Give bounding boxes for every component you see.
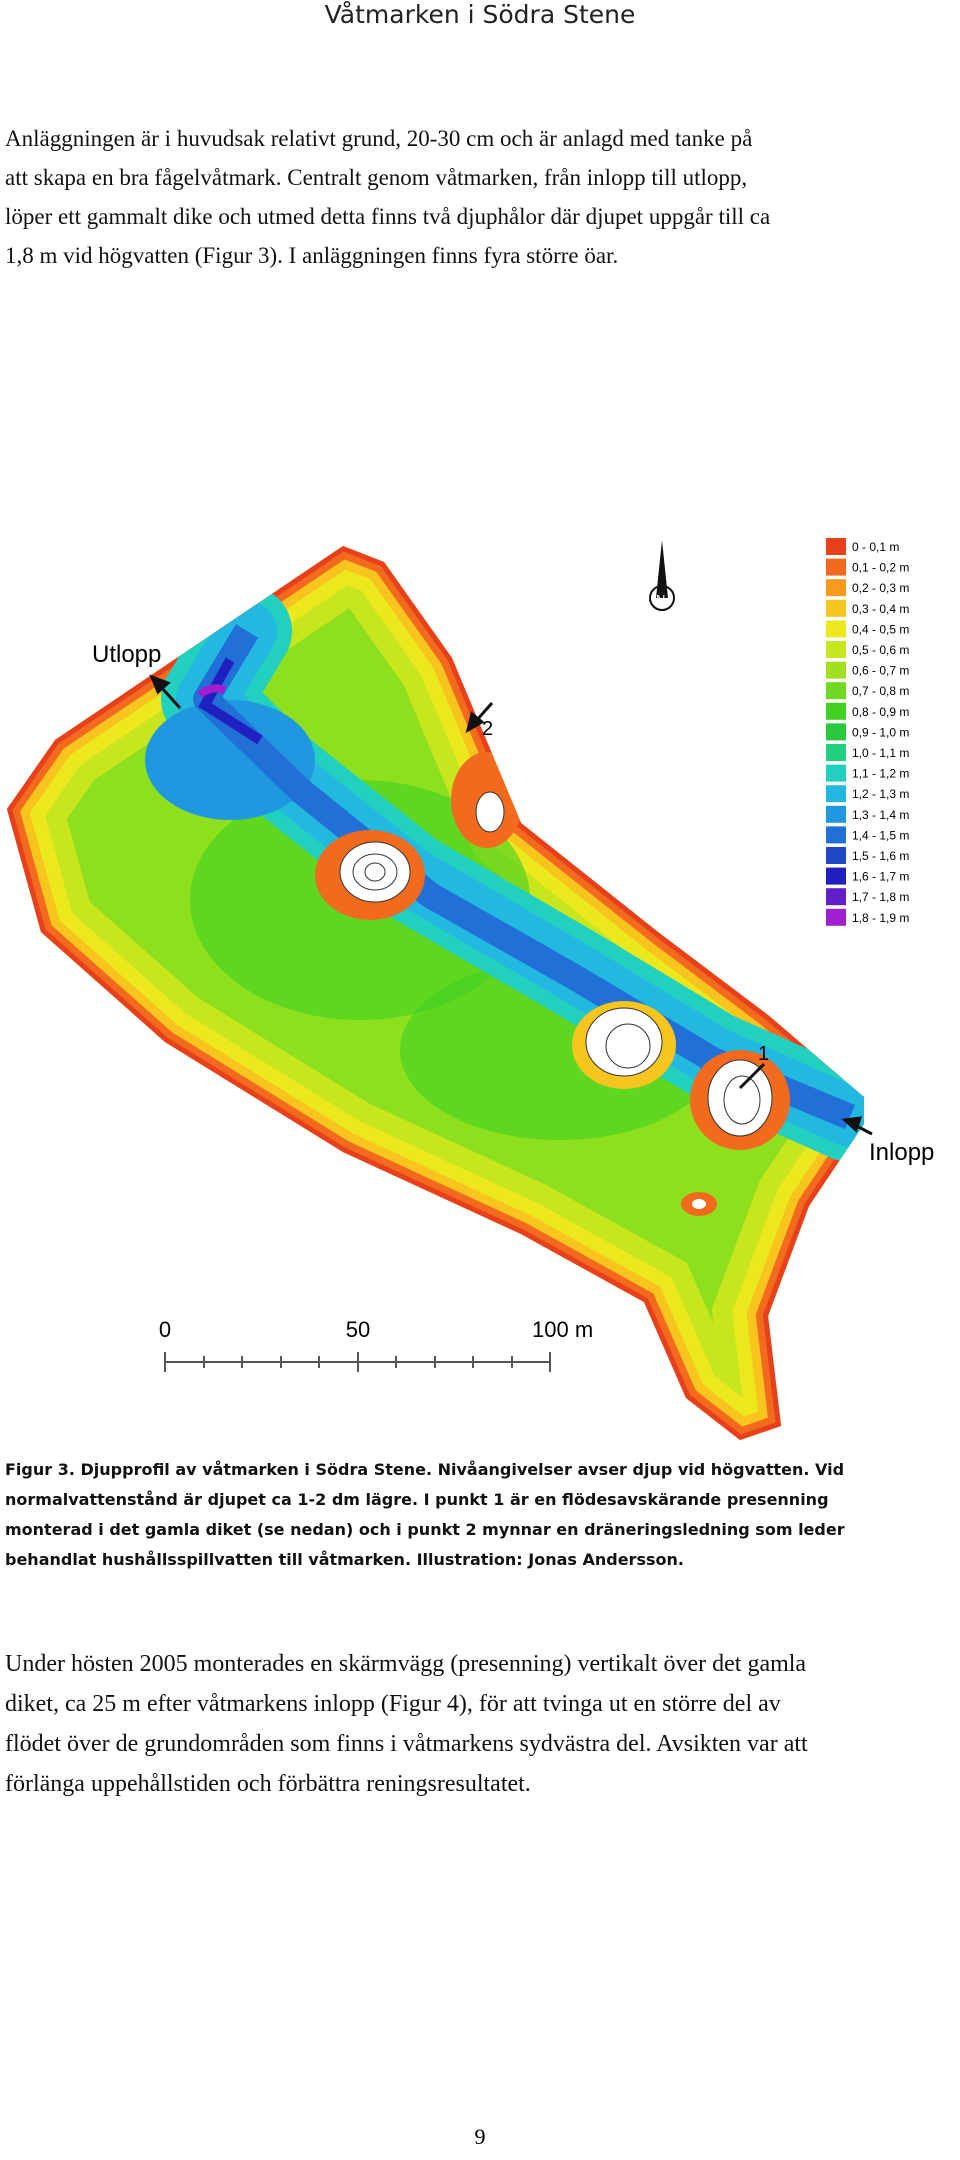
- header-title: Våtmarken i Södra Stene: [324, 0, 636, 29]
- legend-swatch: [826, 908, 846, 926]
- text-line: Under hösten 2005 monterades en skärmväg…: [5, 1651, 807, 1677]
- legend-label: 0,6 - 0,7 m: [852, 664, 909, 678]
- legend-swatch: [826, 641, 846, 658]
- text-line: 1,8 m vid högvatten (Figur 3). I anläggn…: [5, 243, 619, 268]
- legend-swatch: [826, 764, 846, 782]
- legend-label: 1,8 - 1,9 m: [852, 911, 909, 925]
- scale-label: 50: [346, 1317, 370, 1342]
- legend-swatch: [826, 538, 846, 555]
- legend-swatch: [826, 744, 846, 761]
- text-line: Figur 3. Djupprofil av våtmarken i Södra…: [5, 1460, 845, 1479]
- legend-swatch: [826, 661, 846, 679]
- legend-swatch: [826, 579, 846, 597]
- legend-swatch: [826, 785, 846, 803]
- text-line: monterad i det gamla diket (se nedan) oc…: [5, 1520, 845, 1539]
- legend-label: 0,3 - 0,4 m: [852, 602, 909, 616]
- legend-swatch: [826, 558, 846, 576]
- legend-label: 1,0 - 1,1 m: [852, 746, 909, 760]
- legend-label: 0,9 - 1,0 m: [852, 725, 909, 739]
- north-arrow: [649, 540, 675, 611]
- legend-label: 0 - 0,1 m: [852, 540, 899, 554]
- depth-map: Utlopp Inlopp 2 1 N 0 50 100 m 0 - 0,1 m…: [7, 538, 934, 1440]
- text-line: förlänga uppehållstiden och förbättra re…: [5, 1771, 531, 1797]
- legend-swatch: [826, 805, 846, 823]
- legend-label: 1,6 - 1,7 m: [852, 870, 909, 884]
- point-label: 1: [758, 1043, 769, 1065]
- text-line: flödet över de grundområden som finns i …: [5, 1731, 808, 1757]
- scale-label: 100 m: [532, 1317, 593, 1342]
- scale-label: 0: [159, 1317, 171, 1342]
- text-line: att skapa en bra fågelvåtmark. Centralt …: [5, 165, 748, 190]
- legend-swatch: [826, 702, 846, 720]
- text-line: diket, ca 25 m efter våtmarkens inlopp (…: [5, 1691, 781, 1717]
- legend-swatch: [826, 723, 846, 741]
- legend-label: 1,5 - 1,6 m: [852, 849, 909, 863]
- text-line: behandlat hushållsspillvatten till våtma…: [5, 1550, 684, 1569]
- legend-swatch: [826, 867, 846, 885]
- map-arrows: [149, 674, 873, 1136]
- legend-swatch: [826, 847, 846, 864]
- legend-swatch: [826, 888, 846, 906]
- legend-swatch: [826, 682, 846, 700]
- legend-swatch: [826, 620, 846, 638]
- outlet-label: Utlopp: [92, 641, 161, 668]
- legend-label: 0,1 - 0,2 m: [852, 561, 909, 575]
- text-line: Anläggningen är i huvudsak relativt grun…: [5, 126, 753, 151]
- legend: 0 - 0,1 m 0,1 - 0,2 m 0,2 - 0,3 m 0,3 - 0,4…: [826, 538, 909, 926]
- legend-label: 1,7 - 1,8 m: [852, 890, 909, 904]
- north-label: N: [656, 592, 665, 607]
- legend-label: 0,5 - 0,6 m: [852, 643, 909, 657]
- scale-bar: [164, 1352, 551, 1372]
- point-label: 2: [482, 718, 493, 740]
- legend-label: 0,4 - 0,5 m: [852, 622, 909, 636]
- inlet-label: Inlopp: [869, 1139, 934, 1166]
- text-line: löper ett gammalt dike och utmed detta f…: [5, 204, 771, 229]
- legend-label: 1,1 - 1,2 m: [852, 767, 909, 781]
- text-line: normalvattenstånd är djupet ca 1-2 dm lä…: [5, 1490, 829, 1509]
- legend-swatch: [826, 599, 846, 617]
- legend-label: 1,2 - 1,3 m: [852, 787, 909, 801]
- legend-label: 1,4 - 1,5 m: [852, 828, 909, 842]
- legend-label: 1,3 - 1,4 m: [852, 808, 909, 822]
- page-number: 9: [474, 2124, 486, 2149]
- legend-label: 0,2 - 0,3 m: [852, 581, 909, 595]
- legend-swatch: [826, 826, 846, 844]
- legend-label: 0,7 - 0,8 m: [852, 684, 909, 698]
- legend-label: 0,8 - 0,9 m: [852, 705, 909, 719]
